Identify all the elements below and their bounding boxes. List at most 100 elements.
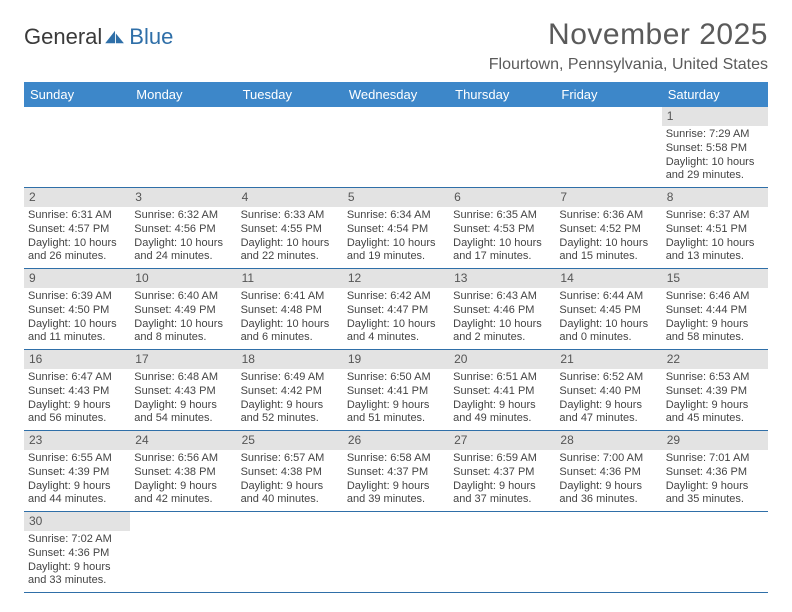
day-sunrise: Sunrise: 6:51 AM xyxy=(453,371,551,385)
day-cell xyxy=(449,107,555,187)
day-daylight2: and 33 minutes. xyxy=(28,574,126,588)
day-cell: 29Sunrise: 7:01 AMSunset: 4:36 PMDayligh… xyxy=(662,431,768,511)
day-daylight1: Daylight: 10 hours xyxy=(666,156,764,170)
day-cell: 15Sunrise: 6:46 AMSunset: 4:44 PMDayligh… xyxy=(662,269,768,349)
day-daylight1: Daylight: 9 hours xyxy=(559,399,657,413)
day-number: 28 xyxy=(555,431,661,450)
day-sunrise: Sunrise: 6:52 AM xyxy=(559,371,657,385)
day-sunrise: Sunrise: 6:33 AM xyxy=(241,209,339,223)
day-daylight1: Daylight: 10 hours xyxy=(559,318,657,332)
day-sunrise: Sunrise: 6:42 AM xyxy=(347,290,445,304)
day-sunrise: Sunrise: 6:34 AM xyxy=(347,209,445,223)
day-cell: 24Sunrise: 6:56 AMSunset: 4:38 PMDayligh… xyxy=(130,431,236,511)
day-daylight1: Daylight: 10 hours xyxy=(241,318,339,332)
day-sunset: Sunset: 4:38 PM xyxy=(241,466,339,480)
day-sunrise: Sunrise: 6:46 AM xyxy=(666,290,764,304)
day-sunset: Sunset: 4:37 PM xyxy=(453,466,551,480)
day-cell: 16Sunrise: 6:47 AMSunset: 4:43 PMDayligh… xyxy=(24,350,130,430)
day-number: 21 xyxy=(555,350,661,369)
day-daylight2: and 26 minutes. xyxy=(28,250,126,264)
day-daylight2: and 8 minutes. xyxy=(134,331,232,345)
day-sunrise: Sunrise: 6:48 AM xyxy=(134,371,232,385)
day-sunrise: Sunrise: 6:36 AM xyxy=(559,209,657,223)
day-sunrise: Sunrise: 6:55 AM xyxy=(28,452,126,466)
day-number: 3 xyxy=(130,188,236,207)
day-daylight2: and 29 minutes. xyxy=(666,169,764,183)
day-daylight1: Daylight: 9 hours xyxy=(666,480,764,494)
month-title: November 2025 xyxy=(489,18,768,52)
day-sunrise: Sunrise: 6:56 AM xyxy=(134,452,232,466)
day-number: 11 xyxy=(237,269,343,288)
day-sunrise: Sunrise: 6:40 AM xyxy=(134,290,232,304)
day-sunset: Sunset: 4:41 PM xyxy=(453,385,551,399)
day-cell: 13Sunrise: 6:43 AMSunset: 4:46 PMDayligh… xyxy=(449,269,555,349)
day-daylight1: Daylight: 9 hours xyxy=(666,399,764,413)
day-daylight2: and 45 minutes. xyxy=(666,412,764,426)
day-daylight2: and 40 minutes. xyxy=(241,493,339,507)
day-number: 23 xyxy=(24,431,130,450)
day-sunrise: Sunrise: 6:58 AM xyxy=(347,452,445,466)
day-sunrise: Sunrise: 6:31 AM xyxy=(28,209,126,223)
logo-text-blue: Blue xyxy=(104,24,173,50)
day-daylight2: and 52 minutes. xyxy=(241,412,339,426)
day-daylight2: and 54 minutes. xyxy=(134,412,232,426)
day-cell: 9Sunrise: 6:39 AMSunset: 4:50 PMDaylight… xyxy=(24,269,130,349)
day-sunset: Sunset: 4:36 PM xyxy=(28,547,126,561)
day-daylight1: Daylight: 10 hours xyxy=(347,237,445,251)
day-cell: 11Sunrise: 6:41 AMSunset: 4:48 PMDayligh… xyxy=(237,269,343,349)
day-number: 9 xyxy=(24,269,130,288)
day-sunrise: Sunrise: 6:53 AM xyxy=(666,371,764,385)
day-sunset: Sunset: 4:56 PM xyxy=(134,223,232,237)
week-row: 2Sunrise: 6:31 AMSunset: 4:57 PMDaylight… xyxy=(24,188,768,269)
day-cell xyxy=(555,512,661,592)
week-row: 30Sunrise: 7:02 AMSunset: 4:36 PMDayligh… xyxy=(24,512,768,593)
day-cell xyxy=(343,107,449,187)
day-number: 4 xyxy=(237,188,343,207)
day-cell xyxy=(449,512,555,592)
day-cell: 7Sunrise: 6:36 AMSunset: 4:52 PMDaylight… xyxy=(555,188,661,268)
dow-wednesday: Wednesday xyxy=(343,82,449,107)
day-daylight2: and 47 minutes. xyxy=(559,412,657,426)
logo: GeneralBlue xyxy=(24,18,173,50)
day-cell: 3Sunrise: 6:32 AMSunset: 4:56 PMDaylight… xyxy=(130,188,236,268)
day-sunset: Sunset: 4:38 PM xyxy=(134,466,232,480)
day-daylight2: and 11 minutes. xyxy=(28,331,126,345)
day-cell: 12Sunrise: 6:42 AMSunset: 4:47 PMDayligh… xyxy=(343,269,449,349)
day-cell: 5Sunrise: 6:34 AMSunset: 4:54 PMDaylight… xyxy=(343,188,449,268)
day-number: 25 xyxy=(237,431,343,450)
day-daylight2: and 56 minutes. xyxy=(28,412,126,426)
day-number: 27 xyxy=(449,431,555,450)
day-sunset: Sunset: 4:53 PM xyxy=(453,223,551,237)
day-cell xyxy=(555,107,661,187)
day-cell xyxy=(130,512,236,592)
day-cell xyxy=(237,512,343,592)
day-daylight2: and 0 minutes. xyxy=(559,331,657,345)
day-sunrise: Sunrise: 7:01 AM xyxy=(666,452,764,466)
day-number: 2 xyxy=(24,188,130,207)
day-sunset: Sunset: 5:58 PM xyxy=(666,142,764,156)
day-sunrise: Sunrise: 6:59 AM xyxy=(453,452,551,466)
day-sunrise: Sunrise: 6:39 AM xyxy=(28,290,126,304)
day-cell xyxy=(662,512,768,592)
day-sunrise: Sunrise: 7:00 AM xyxy=(559,452,657,466)
day-daylight1: Daylight: 10 hours xyxy=(559,237,657,251)
day-daylight2: and 13 minutes. xyxy=(666,250,764,264)
day-number: 17 xyxy=(130,350,236,369)
day-daylight1: Daylight: 9 hours xyxy=(28,480,126,494)
day-number: 8 xyxy=(662,188,768,207)
day-daylight2: and 49 minutes. xyxy=(453,412,551,426)
day-cell: 18Sunrise: 6:49 AMSunset: 4:42 PMDayligh… xyxy=(237,350,343,430)
day-sunset: Sunset: 4:39 PM xyxy=(28,466,126,480)
day-number: 18 xyxy=(237,350,343,369)
week-row: 9Sunrise: 6:39 AMSunset: 4:50 PMDaylight… xyxy=(24,269,768,350)
day-daylight2: and 19 minutes. xyxy=(347,250,445,264)
day-number: 10 xyxy=(130,269,236,288)
title-block: November 2025 Flourtown, Pennsylvania, U… xyxy=(489,18,768,74)
day-daylight2: and 42 minutes. xyxy=(134,493,232,507)
day-daylight1: Daylight: 10 hours xyxy=(453,237,551,251)
day-cell: 26Sunrise: 6:58 AMSunset: 4:37 PMDayligh… xyxy=(343,431,449,511)
day-daylight1: Daylight: 9 hours xyxy=(666,318,764,332)
day-cell: 8Sunrise: 6:37 AMSunset: 4:51 PMDaylight… xyxy=(662,188,768,268)
day-sunset: Sunset: 4:54 PM xyxy=(347,223,445,237)
day-sunset: Sunset: 4:40 PM xyxy=(559,385,657,399)
